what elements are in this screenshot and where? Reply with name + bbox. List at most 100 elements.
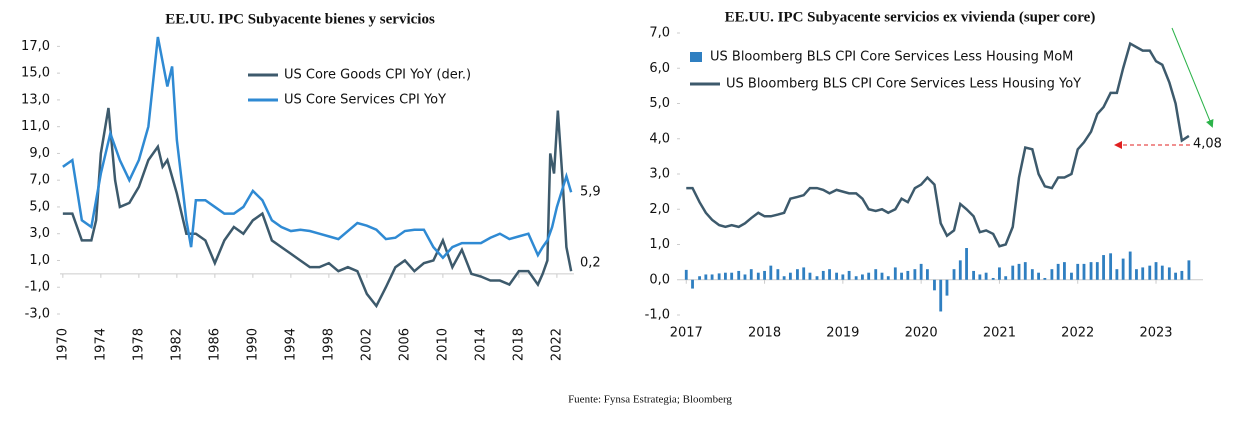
bar — [1082, 263, 1086, 280]
bar — [945, 279, 949, 296]
bar — [724, 272, 727, 280]
bar — [782, 276, 786, 280]
x-tick-label: 2017 — [670, 326, 703, 341]
bar — [874, 269, 878, 280]
annotation: 5,9 — [580, 185, 601, 200]
x-tick-label: 2022 — [549, 328, 564, 361]
x-tick-label: 2006 — [397, 328, 412, 361]
bar — [919, 263, 923, 280]
bar — [972, 270, 976, 280]
annotation: 0,2 — [580, 256, 601, 271]
legend-label: US Core Goods CPI YoY (der.) — [284, 68, 471, 83]
y-tick-label: 3,0 — [29, 226, 50, 241]
bar — [802, 267, 806, 280]
y-tick-label: -3,0 — [25, 307, 50, 322]
bar — [749, 269, 753, 280]
y-tick-label: 7,0 — [649, 26, 670, 41]
x-tick-label: 1990 — [245, 328, 260, 361]
bar — [828, 269, 831, 280]
bar — [796, 269, 799, 280]
bar — [737, 270, 741, 280]
bar — [906, 270, 910, 280]
bar — [717, 273, 721, 280]
bar — [900, 272, 903, 280]
x-tick-label: 1978 — [131, 328, 146, 361]
y-tick-label: 1,0 — [29, 253, 50, 268]
y-tick-label: -1,0 — [25, 280, 50, 295]
bar — [1102, 255, 1105, 280]
x-tick-label: 2018 — [748, 326, 781, 341]
legend-label: US Bloomberg BLS CPI Core Services Less … — [726, 77, 1081, 92]
bar — [743, 274, 747, 280]
x-tick-label: 2002 — [359, 328, 374, 361]
bar — [880, 272, 884, 280]
bar — [1141, 267, 1145, 280]
x-tick-label: 1974 — [93, 328, 108, 361]
y-tick-label: 17,0 — [21, 39, 50, 54]
bar — [1180, 270, 1184, 280]
annotation: 4,08 — [1193, 137, 1222, 152]
chart-title: EE.UU. IPC Subyacente servicios ex vivie… — [725, 9, 1096, 25]
y-tick-label: 9,0 — [29, 146, 50, 161]
x-tick-label: 2010 — [435, 328, 450, 361]
series-line — [686, 41, 1190, 248]
bar — [776, 269, 780, 280]
bar — [1095, 262, 1099, 280]
bar — [808, 272, 812, 280]
bar — [1109, 253, 1113, 280]
bar — [893, 267, 897, 280]
bar — [991, 277, 995, 280]
bar — [730, 272, 734, 280]
bar — [1115, 269, 1119, 280]
y-tick-label: 4,0 — [649, 131, 670, 146]
x-tick-label: 2022 — [1061, 326, 1094, 341]
bar — [704, 274, 708, 280]
bar — [952, 269, 956, 280]
bar — [1128, 251, 1132, 280]
legend-label: US Core Services CPI YoY — [284, 93, 446, 108]
y-tick-label: 3,0 — [649, 167, 670, 182]
bar — [1037, 272, 1040, 280]
bar — [1056, 263, 1060, 280]
y-tick-label: 1,0 — [649, 237, 670, 252]
bar — [1063, 262, 1066, 280]
y-tick-label: 7,0 — [29, 173, 50, 188]
bar — [847, 270, 851, 280]
bar — [1023, 262, 1027, 280]
bar — [867, 272, 871, 280]
chart-title: EE.UU. IPC Subyacente bienes y servicios — [165, 11, 435, 27]
bar — [835, 272, 838, 280]
bar — [1160, 265, 1164, 280]
bar — [1174, 272, 1178, 280]
x-tick-label: 2020 — [905, 326, 938, 341]
bar — [821, 270, 825, 280]
x-tick-label: 1982 — [169, 328, 184, 361]
bar — [788, 272, 792, 280]
x-tick-label: 2019 — [826, 326, 859, 341]
bar — [1030, 269, 1034, 280]
bar — [998, 267, 1001, 280]
legend-swatch — [690, 52, 702, 62]
source: Fuente: Fynsa Estrategia; Bloomberg — [568, 394, 732, 406]
bar — [756, 272, 760, 280]
x-tick-label: 2021 — [983, 326, 1016, 341]
bar — [1017, 263, 1021, 280]
legend-label: US Bloomberg BLS CPI Core Services Less … — [710, 50, 1073, 65]
bar — [1187, 260, 1191, 280]
bar — [710, 274, 714, 280]
x-tick-label: 2018 — [511, 328, 526, 361]
bar — [965, 248, 968, 280]
y-tick-label: 0,0 — [649, 272, 670, 287]
x-tick-label: 1986 — [207, 328, 222, 361]
bar — [1148, 265, 1152, 280]
arrow — [1171, 27, 1214, 128]
bar — [1154, 262, 1158, 280]
bar — [939, 279, 943, 312]
bar — [841, 274, 845, 280]
y-tick-label: 5,0 — [29, 199, 50, 214]
x-tick-label: 2023 — [1139, 326, 1172, 341]
bar — [1004, 276, 1008, 280]
series-line — [62, 36, 573, 260]
bar — [854, 276, 858, 280]
